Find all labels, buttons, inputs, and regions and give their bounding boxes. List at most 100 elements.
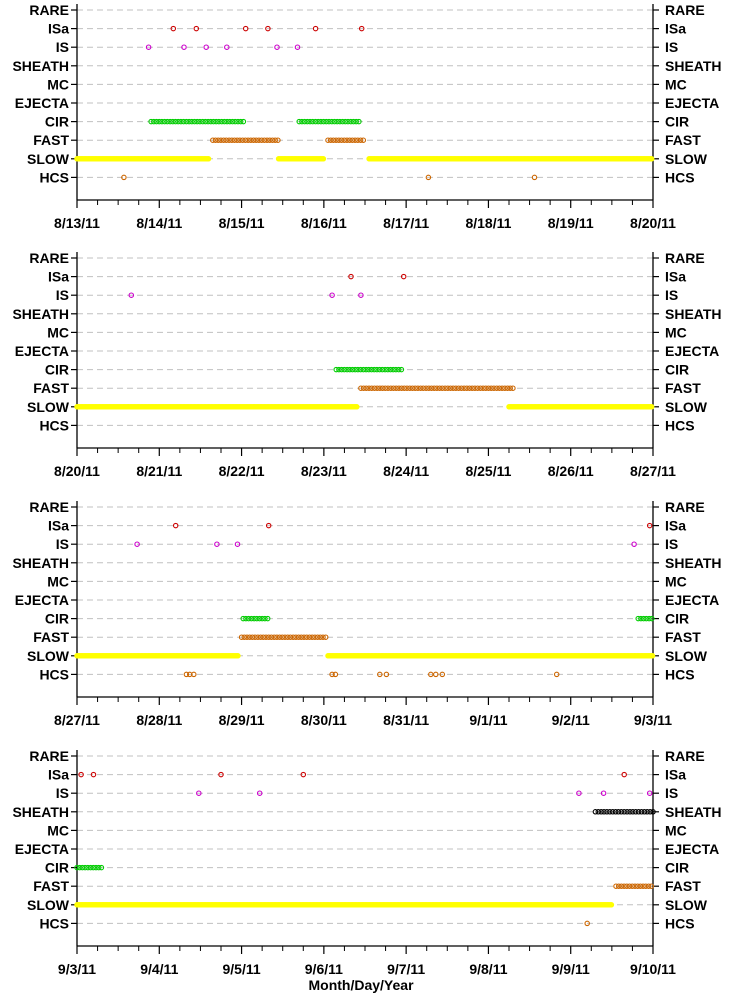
y-label-left-ejecta: EJECTA (15, 592, 69, 608)
point-cir (262, 615, 268, 622)
point-fast (629, 883, 636, 889)
point-fast (502, 385, 508, 391)
point-fast (436, 385, 443, 391)
panel-4: RARE RARE ISa ISa IS IS SHEATH SHEATH MC MC EJECTA… (12, 748, 721, 977)
point-isa (621, 771, 627, 778)
point-cir (649, 615, 655, 622)
point-fast (455, 385, 462, 391)
point-fast (393, 385, 399, 391)
x-tick-label: 8/15/11 (219, 215, 265, 231)
point-cir (79, 864, 86, 871)
x-tick-label: 8/29/11 (219, 712, 265, 728)
x-tick-label: 8/14/11 (136, 215, 182, 231)
point-cir (240, 615, 246, 622)
point-fast (442, 385, 448, 391)
point-fast (426, 385, 432, 391)
point-fast (360, 385, 367, 391)
point-cir (205, 118, 211, 125)
point-sheath (630, 809, 636, 815)
x-tick-label: 8/19/11 (548, 215, 594, 231)
point-cir (232, 118, 238, 125)
x-tick-label: 8/21/11 (136, 463, 182, 479)
point-cir (153, 118, 160, 125)
point-is (274, 44, 280, 50)
point-cir (191, 118, 198, 125)
point-fast (223, 137, 230, 143)
point-fast (245, 137, 251, 143)
point-fast (314, 634, 321, 640)
point-fast (282, 634, 288, 640)
x-tick-label: 8/22/11 (219, 463, 265, 479)
x-tick-label: 8/24/11 (383, 463, 429, 479)
y-label-left-ejecta: EJECTA (15, 841, 69, 857)
point-cir (161, 118, 168, 125)
y-label-left-slow: SLOW (27, 399, 70, 415)
point-cir (646, 615, 652, 622)
point-cir (368, 366, 375, 373)
point-fast (212, 137, 219, 143)
point-sheath (650, 809, 656, 815)
point-fast (357, 137, 364, 143)
point-fast (229, 137, 235, 143)
point-fast (267, 137, 273, 143)
point-fast (634, 883, 641, 889)
point-isa (193, 25, 200, 32)
x-tick-label: 8/30/11 (301, 712, 347, 728)
y-label-right-slow: SLOW (665, 151, 708, 167)
point-cir (643, 615, 650, 622)
point-fast (239, 137, 246, 143)
point-cir (338, 366, 345, 373)
point-fast (276, 634, 283, 640)
point-cir (229, 118, 236, 125)
y-label-right-mc: MC (665, 822, 687, 838)
point-fast (327, 137, 334, 143)
point-cir (334, 118, 340, 125)
point-sheath (641, 809, 648, 815)
point-fast (312, 634, 318, 640)
point-cir (376, 366, 383, 373)
point-is (576, 790, 582, 796)
point-cir (243, 615, 249, 622)
point-fast (621, 883, 627, 889)
point-cir (301, 118, 308, 125)
point-sheath (601, 809, 607, 815)
point-cir (172, 118, 179, 125)
y-label-left-isa: ISa (48, 269, 69, 285)
point-is (196, 790, 202, 796)
point-fast (301, 634, 307, 640)
y-label-right-fast: FAST (665, 132, 701, 148)
y-label-right-slow: SLOW (665, 399, 708, 415)
point-hcs (329, 671, 335, 678)
point-cir (337, 118, 343, 125)
point-fast (234, 137, 240, 143)
y-label-left-sheath: SHEATH (12, 804, 69, 820)
point-cir (390, 366, 396, 373)
y-label-left-hcs: HCS (39, 666, 69, 682)
point-fast (434, 385, 440, 391)
point-isa (90, 771, 97, 778)
point-cir (93, 864, 99, 871)
point-hcs (428, 671, 434, 678)
point-fast (317, 634, 324, 640)
point-cir (82, 864, 88, 871)
point-fast (352, 137, 358, 143)
x-tick-label: 9/3/11 (58, 961, 96, 977)
point-fast (320, 634, 326, 640)
y-label-right-hcs: HCS (665, 915, 695, 931)
y-label-left-cir: CIR (45, 362, 69, 378)
y-label-left-fast: FAST (33, 380, 69, 396)
point-cir (304, 118, 311, 125)
point-fast (496, 385, 503, 391)
point-fast (404, 385, 410, 391)
point-sheath (598, 809, 604, 815)
point-sheath (595, 809, 602, 815)
y-label-left-rare: RARE (29, 748, 69, 764)
point-is (646, 790, 653, 796)
point-fast (374, 385, 380, 391)
point-fast (284, 634, 291, 640)
y-label-right-hcs: HCS (665, 666, 695, 682)
point-cir (326, 118, 332, 125)
y-label-right-fast: FAST (665, 878, 701, 894)
y-label-right-mc: MC (665, 324, 687, 340)
point-fast (258, 137, 265, 143)
